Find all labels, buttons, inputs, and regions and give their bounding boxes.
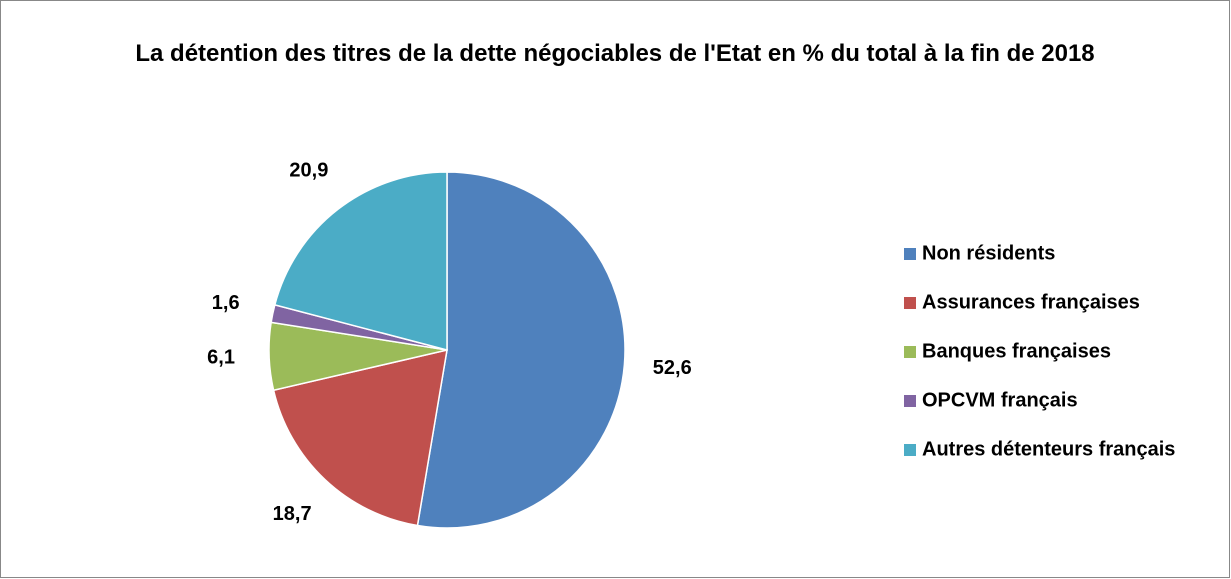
legend-swatch — [904, 346, 916, 358]
legend-label: Banques françaises — [922, 340, 1111, 362]
data-label: 6,1 — [207, 346, 235, 368]
chart-title: La détention des titres de la dette négo… — [135, 40, 1095, 67]
data-label: 52,6 — [653, 357, 692, 379]
pie-slice — [273, 171, 448, 351]
pie-slice — [416, 171, 626, 529]
pie-slice — [272, 349, 448, 527]
legend-swatch — [904, 395, 916, 407]
data-label: 20,9 — [289, 159, 328, 181]
legend-label: Non résidents — [922, 242, 1055, 264]
legend-swatch — [904, 297, 916, 309]
data-label: 1,6 — [212, 292, 240, 314]
legend-label: OPCVM français — [922, 389, 1078, 411]
legend-label: Assurances françaises — [922, 291, 1140, 313]
legend-swatch — [904, 248, 916, 260]
legend-swatch — [904, 444, 916, 456]
legend-label: Autres détenteurs français — [922, 438, 1175, 460]
data-label: 18,7 — [273, 503, 312, 525]
